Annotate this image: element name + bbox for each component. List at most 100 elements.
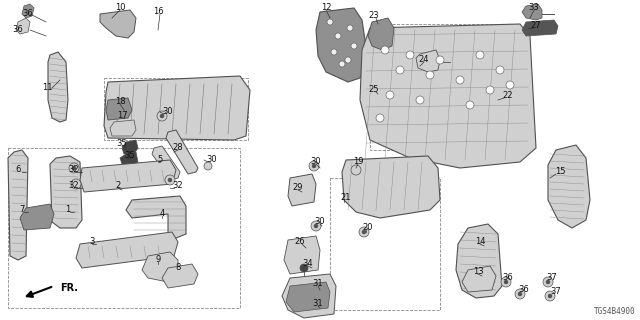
Text: 8: 8 [175, 263, 180, 273]
Text: 3: 3 [90, 237, 95, 246]
Text: 34: 34 [303, 260, 314, 268]
Circle shape [157, 111, 167, 121]
Polygon shape [522, 20, 558, 36]
Polygon shape [368, 18, 394, 50]
Polygon shape [120, 152, 138, 166]
Circle shape [436, 56, 444, 64]
Text: 30: 30 [163, 108, 173, 116]
Polygon shape [462, 266, 496, 292]
Circle shape [72, 166, 76, 170]
Circle shape [351, 165, 361, 175]
Circle shape [386, 91, 394, 99]
Circle shape [506, 81, 514, 89]
Text: 32: 32 [173, 181, 183, 190]
Text: 21: 21 [340, 194, 351, 203]
Text: 37: 37 [547, 274, 557, 283]
Polygon shape [110, 120, 136, 136]
Circle shape [345, 57, 351, 63]
Polygon shape [20, 204, 54, 230]
Text: 13: 13 [473, 268, 483, 276]
Circle shape [165, 175, 175, 185]
Text: 36: 36 [22, 10, 33, 19]
Text: 25: 25 [369, 85, 380, 94]
Text: 28: 28 [173, 143, 183, 153]
Polygon shape [104, 76, 250, 140]
Bar [330, 178, 440, 310]
Circle shape [69, 163, 79, 173]
Text: 16: 16 [153, 7, 163, 17]
Text: 18: 18 [115, 98, 125, 107]
Text: 17: 17 [116, 111, 127, 121]
Circle shape [396, 66, 404, 74]
Circle shape [548, 294, 552, 298]
Circle shape [335, 33, 341, 39]
Circle shape [168, 178, 172, 182]
Circle shape [501, 277, 511, 287]
Polygon shape [76, 232, 178, 268]
Polygon shape [142, 252, 178, 282]
Polygon shape [162, 264, 198, 288]
Circle shape [160, 114, 164, 118]
Polygon shape [522, 4, 542, 20]
Text: 23: 23 [369, 12, 380, 20]
Circle shape [312, 164, 316, 168]
Circle shape [71, 179, 81, 189]
Text: 10: 10 [115, 4, 125, 12]
Polygon shape [284, 236, 320, 274]
Circle shape [311, 221, 321, 231]
Polygon shape [166, 130, 198, 174]
Polygon shape [126, 196, 186, 238]
Circle shape [515, 289, 525, 299]
Text: 14: 14 [475, 237, 485, 246]
Polygon shape [106, 98, 132, 120]
Circle shape [546, 280, 550, 284]
Text: 9: 9 [156, 255, 161, 265]
Circle shape [406, 51, 414, 59]
Text: 5: 5 [157, 156, 163, 164]
Circle shape [496, 66, 504, 74]
Polygon shape [456, 224, 502, 298]
Circle shape [347, 25, 353, 31]
Circle shape [456, 76, 464, 84]
Circle shape [504, 280, 508, 284]
Circle shape [300, 264, 308, 272]
Polygon shape [416, 50, 440, 72]
Text: 7: 7 [19, 205, 25, 214]
Text: 6: 6 [15, 165, 20, 174]
Text: FR.: FR. [60, 283, 78, 293]
Circle shape [543, 277, 553, 287]
Polygon shape [8, 150, 28, 260]
Circle shape [545, 291, 555, 301]
Text: 35: 35 [116, 140, 127, 148]
Circle shape [204, 162, 212, 170]
Text: 27: 27 [531, 21, 541, 30]
Text: 30: 30 [207, 156, 218, 164]
Text: 31: 31 [313, 279, 323, 289]
Text: 24: 24 [419, 55, 429, 65]
Text: 35: 35 [125, 151, 135, 161]
Text: 11: 11 [42, 84, 52, 92]
Text: 12: 12 [321, 4, 332, 12]
Text: 30: 30 [310, 157, 321, 166]
Circle shape [476, 51, 484, 59]
Polygon shape [282, 274, 336, 318]
Circle shape [359, 227, 369, 237]
Circle shape [466, 101, 474, 109]
Text: 29: 29 [292, 183, 303, 193]
Polygon shape [100, 10, 136, 38]
Text: 30: 30 [315, 218, 325, 227]
Text: 15: 15 [555, 167, 565, 177]
Circle shape [518, 292, 522, 296]
Text: 20: 20 [363, 223, 373, 233]
Polygon shape [548, 145, 590, 228]
Polygon shape [360, 24, 536, 168]
Circle shape [309, 161, 319, 171]
Text: 22: 22 [503, 92, 513, 100]
Circle shape [362, 230, 366, 234]
Polygon shape [22, 4, 34, 18]
Polygon shape [122, 140, 138, 154]
Circle shape [381, 46, 389, 54]
Text: 1: 1 [65, 205, 70, 214]
Circle shape [331, 49, 337, 55]
Text: 36: 36 [13, 26, 24, 35]
